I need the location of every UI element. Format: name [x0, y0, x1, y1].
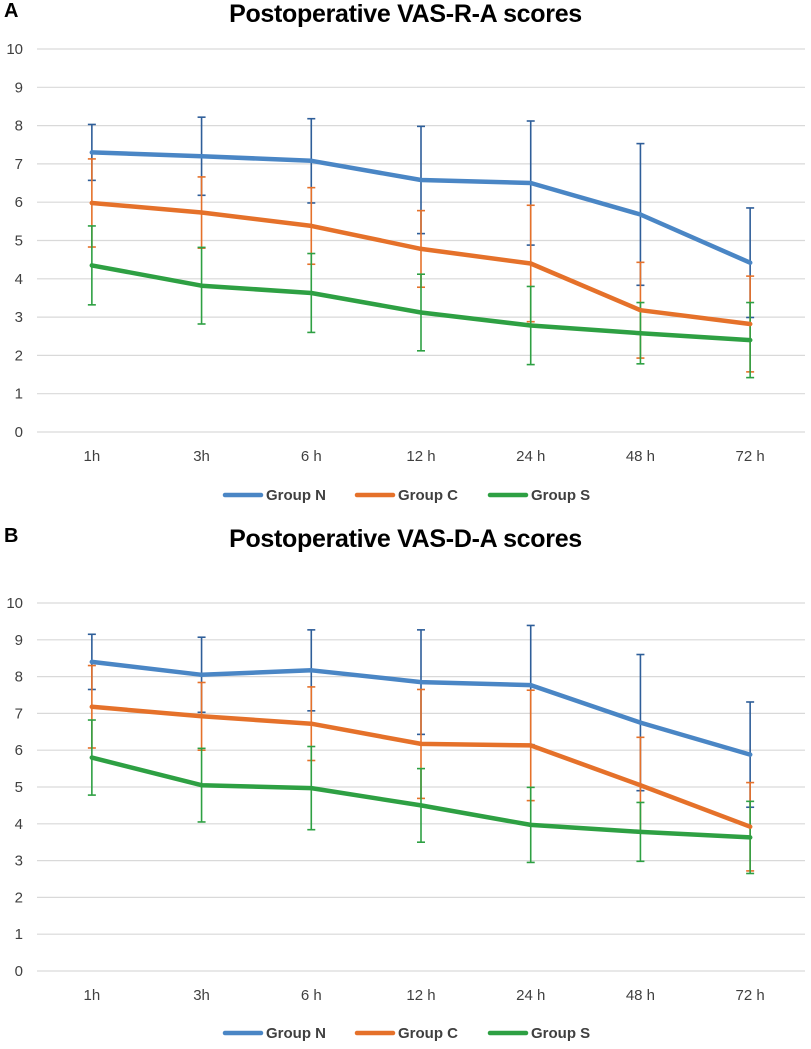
y-tick-label: 9: [15, 632, 23, 649]
legend-entry: Group N: [222, 487, 326, 504]
data-point: [309, 158, 314, 164]
chart-panel-b: B Postoperative VAS-D-A scores 0 1 2 3 4 5 6 7 8…: [0, 525, 811, 1049]
y-tick-label: 1: [15, 926, 23, 943]
data-point: [638, 829, 643, 835]
y-tick-label: 9: [15, 79, 23, 96]
legend-entry: Group S: [487, 487, 590, 504]
legend-label: Group C: [398, 1025, 458, 1042]
data-point: [638, 782, 643, 788]
legend-label: Group C: [398, 487, 458, 504]
x-tick-label: 12 h: [406, 987, 435, 1004]
y-tick-label: 0: [15, 424, 23, 441]
data-point: [528, 682, 533, 688]
data-point: [199, 210, 204, 215]
legend-label: Group N: [266, 1025, 326, 1042]
data-point: [418, 679, 424, 685]
x-tick-label: 48 h: [626, 448, 655, 465]
y-tick-label: 6: [15, 194, 23, 211]
legend-label: Group N: [266, 487, 326, 504]
y-tick-label: 2: [15, 347, 23, 364]
data-point: [528, 261, 533, 266]
legend-entry: Group N: [222, 1025, 326, 1042]
data-point: [747, 835, 753, 840]
data-point: [89, 263, 95, 268]
data-point: [638, 330, 643, 336]
data-point: [309, 290, 314, 296]
x-tick-label: 12 h: [406, 448, 435, 465]
data-point: [528, 323, 533, 328]
legend-entry: Group C: [354, 1025, 458, 1042]
data-point: [199, 672, 204, 677]
data-point: [747, 337, 753, 343]
y-tick-label: 4: [15, 271, 23, 288]
chart-title: Postoperative VAS-D-A scores: [229, 525, 582, 553]
y-tick-label: 10: [6, 41, 23, 58]
data-point: [199, 714, 204, 719]
line-chart: 0 1 2 3 4 5 6 7 8 9 10 1h 3h 6 h 12 h 24 h 48 h 72 h Group…: [6, 595, 805, 1042]
y-tick-label: 3: [15, 853, 23, 870]
x-tick-label: 6 h: [301, 987, 322, 1004]
y-tick-label: 7: [15, 705, 23, 722]
x-tick-label: 1h: [84, 987, 101, 1004]
chart-panel-a: A Postoperative VAS-R-A scores 0 1 2 3 4 5 6 7 8…: [4, 0, 805, 504]
x-tick-label: 3h: [193, 987, 210, 1004]
x-tick-label: 3h: [193, 448, 210, 465]
data-point: [418, 246, 424, 252]
data-point: [309, 223, 314, 229]
x-tick-label: 72 h: [736, 987, 765, 1004]
data-point: [747, 321, 753, 327]
legend-entry: Group C: [354, 487, 458, 504]
data-point: [309, 721, 314, 726]
data-point: [89, 659, 95, 665]
data-point: [199, 154, 204, 159]
data-point: [89, 200, 95, 206]
y-tick-label: 5: [15, 233, 23, 250]
x-tick-label: 72 h: [736, 448, 765, 465]
data-point: [638, 212, 643, 217]
legend-label: Group S: [531, 487, 590, 504]
line-chart: 0 1 2 3 4 5 6 7 8 9 10 1h 3h 6 h 12 h 24 h 48 h 72 h Group…: [6, 41, 805, 504]
x-tick-label: 24 h: [516, 448, 545, 465]
y-tick-label: 8: [15, 669, 23, 686]
data-point: [747, 752, 753, 757]
data-point: [309, 668, 314, 673]
legend-label: Group S: [531, 1025, 590, 1042]
data-point: [418, 741, 424, 747]
legend-entry: Group S: [487, 1025, 590, 1042]
data-point: [199, 782, 204, 788]
x-tick-label: 48 h: [626, 987, 655, 1004]
panel-letter: A: [4, 0, 19, 22]
data-point: [89, 704, 95, 709]
y-tick-label: 10: [6, 595, 23, 612]
x-tick-label: 24 h: [516, 987, 545, 1004]
data-point: [199, 283, 204, 288]
y-tick-label: 3: [15, 309, 23, 326]
data-point: [418, 803, 424, 808]
y-tick-label: 1: [15, 386, 23, 403]
data-point: [309, 785, 314, 791]
y-tick-label: 0: [15, 963, 23, 980]
y-tick-label: 4: [15, 816, 23, 833]
y-tick-label: 8: [15, 118, 23, 135]
x-tick-label: 1h: [84, 448, 101, 465]
panel-letter: B: [4, 525, 19, 547]
data-point: [418, 310, 424, 315]
data-point: [528, 822, 533, 828]
data-point: [89, 150, 95, 155]
y-tick-label: 2: [15, 889, 23, 906]
data-point: [89, 755, 95, 760]
chart-title: Postoperative VAS-R-A scores: [229, 0, 582, 28]
data-point: [528, 180, 533, 186]
data-point: [638, 720, 643, 725]
data-point: [638, 308, 643, 313]
data-point: [747, 260, 753, 265]
data-point: [747, 824, 753, 829]
y-tick-label: 6: [15, 742, 23, 759]
y-tick-label: 7: [15, 156, 23, 173]
data-point: [418, 177, 424, 183]
x-tick-label: 6 h: [301, 448, 322, 465]
data-point: [528, 743, 533, 748]
y-tick-label: 5: [15, 779, 23, 796]
